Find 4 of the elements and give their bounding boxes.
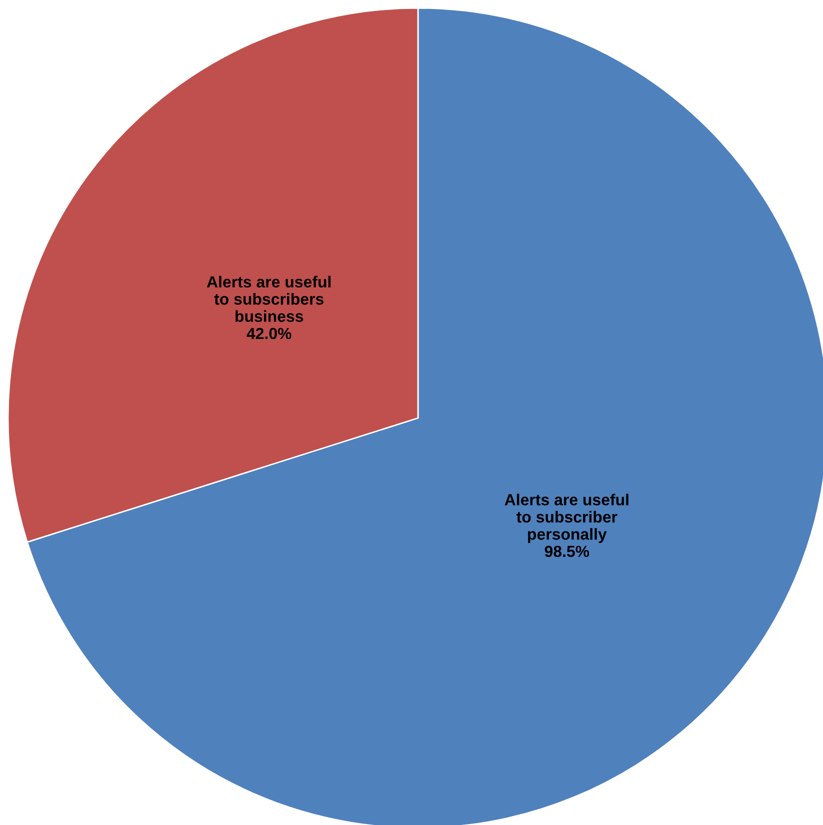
data-label: 42.0% — [246, 328, 292, 340]
data-label: 98.5% — [544, 546, 590, 558]
slice-label: Alerts are useful to subscribers business — [206, 276, 331, 322]
slice-label: Alerts are useful to subscriber personally — [504, 494, 628, 543]
